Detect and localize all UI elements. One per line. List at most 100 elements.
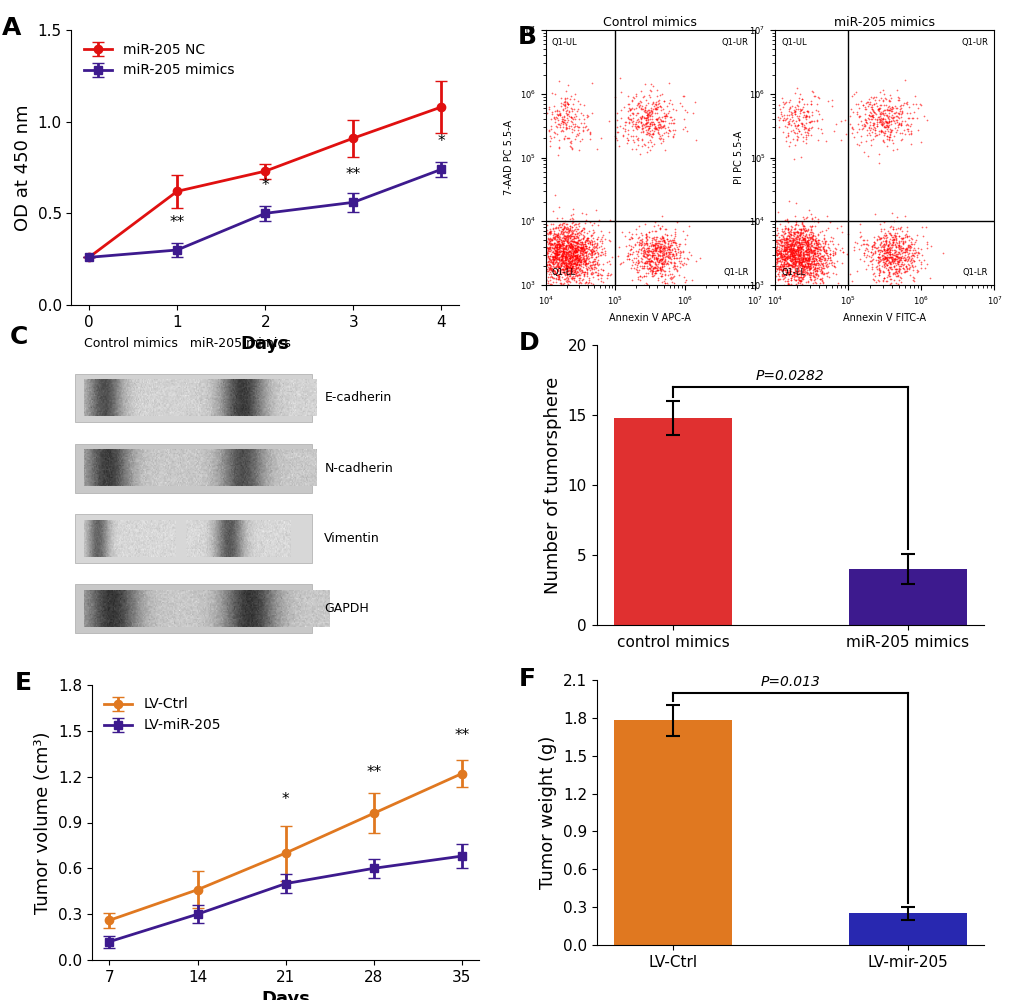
Point [800,109,816,125]
Point [875,245,892,261]
Point [786,255,802,271]
Point [662,251,679,267]
Point [786,251,802,267]
Point [558,261,575,277]
Point [646,231,662,247]
Point [614,128,631,144]
Point [639,244,655,260]
Point [896,250,912,266]
Point [638,104,654,120]
Point [776,111,793,127]
Point [779,240,795,256]
Point [552,232,569,248]
Point [561,235,578,251]
Point [771,237,788,253]
Point [557,117,574,133]
Point [800,127,816,143]
Point [794,253,810,269]
Point [556,251,573,267]
Point [575,228,591,244]
Point [538,244,554,260]
Point [799,104,815,120]
Point [789,110,805,126]
Point [545,245,561,261]
Point [631,258,647,274]
Point [549,255,566,271]
Point [810,90,826,106]
Point [561,239,578,255]
Point [781,134,797,150]
Point [876,233,893,249]
Point [571,232,587,248]
Point [818,208,835,224]
Point [554,116,571,132]
Point [798,238,814,254]
Point [623,114,639,130]
Point [805,242,821,258]
Point [567,118,583,134]
Point [560,248,577,264]
Point [542,233,558,249]
Point [782,227,798,243]
Point [766,247,783,263]
Point [890,237,906,253]
Point [555,250,572,266]
Point [543,261,559,277]
Point [783,272,799,288]
Point [775,256,792,272]
Point [884,235,901,251]
Point [773,90,790,106]
Point [795,271,811,287]
Point [555,94,572,110]
Point [540,250,556,266]
Point [898,240,914,256]
Point [818,265,835,281]
Point [652,268,668,284]
Point [545,248,561,264]
Point [797,260,813,276]
Point [772,263,789,279]
Point [646,235,662,251]
Point [634,98,650,114]
Point [886,264,902,280]
Point [653,230,669,246]
Point [543,106,559,122]
Point [656,240,673,256]
Point [564,245,580,261]
Point [773,243,790,259]
Point [643,244,659,260]
Point [795,107,811,123]
Point [650,241,666,257]
Point [786,234,802,250]
Point [640,224,656,240]
Point [624,230,640,246]
Point [556,213,573,229]
Point [564,263,580,279]
Point [573,222,589,238]
Point [797,115,813,131]
Point [780,239,796,255]
Point [881,219,898,235]
Point [552,123,569,139]
Point [781,256,797,272]
Point [773,268,790,284]
Point [803,238,819,254]
Point [811,262,827,278]
Point [801,251,817,267]
Point [583,241,599,257]
Point [661,270,678,286]
Point [866,128,882,144]
Point [663,112,680,128]
Point [641,118,657,134]
Point [816,245,833,261]
Point [809,247,825,263]
Point [799,237,815,253]
Point [871,112,888,128]
Point [547,236,564,252]
Point [581,242,597,258]
Point [646,265,662,281]
Point [579,261,595,277]
Point [667,261,684,277]
Point [546,249,562,265]
Point [646,260,662,276]
